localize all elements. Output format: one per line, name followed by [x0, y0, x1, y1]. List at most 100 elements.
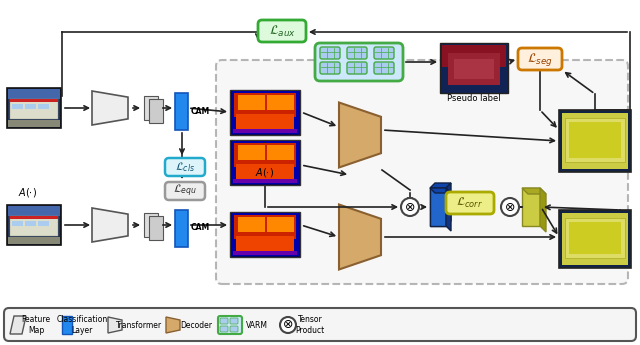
- Text: CAM: CAM: [191, 107, 211, 116]
- Text: Tensor
Product: Tensor Product: [296, 315, 324, 335]
- Bar: [38, 221, 49, 226]
- Text: $\otimes$: $\otimes$: [504, 200, 516, 214]
- Polygon shape: [92, 208, 128, 242]
- Polygon shape: [540, 188, 546, 232]
- Bar: [230, 212, 300, 257]
- Bar: [231, 141, 299, 184]
- FancyBboxPatch shape: [230, 326, 238, 332]
- FancyBboxPatch shape: [446, 192, 494, 214]
- Text: $A(\cdot)$: $A(\cdot)$: [19, 186, 38, 198]
- Polygon shape: [166, 317, 180, 333]
- Bar: [25, 221, 36, 226]
- Polygon shape: [522, 188, 546, 194]
- Circle shape: [280, 317, 296, 333]
- Text: Classification
Layer: Classification Layer: [56, 315, 108, 335]
- FancyBboxPatch shape: [320, 62, 340, 74]
- Bar: [430, 188, 446, 226]
- Bar: [430, 188, 446, 226]
- Bar: [7, 205, 61, 245]
- Bar: [267, 95, 294, 110]
- Bar: [565, 218, 625, 258]
- Polygon shape: [339, 102, 381, 168]
- Text: $\mathcal{L}_{aux}$: $\mathcal{L}_{aux}$: [269, 23, 296, 39]
- Text: $\mathcal{L}_{equ}$: $\mathcal{L}_{equ}$: [173, 183, 197, 199]
- Bar: [8, 120, 60, 127]
- Bar: [230, 90, 300, 135]
- Polygon shape: [446, 183, 451, 226]
- Bar: [231, 213, 299, 256]
- Polygon shape: [10, 316, 26, 334]
- FancyBboxPatch shape: [230, 318, 238, 324]
- Bar: [236, 236, 294, 251]
- FancyBboxPatch shape: [258, 20, 306, 42]
- Bar: [234, 143, 296, 167]
- Text: $A(\cdot)$: $A(\cdot)$: [255, 166, 275, 178]
- Bar: [454, 59, 494, 79]
- FancyBboxPatch shape: [4, 308, 636, 341]
- Bar: [8, 89, 60, 99]
- FancyBboxPatch shape: [165, 182, 205, 200]
- FancyBboxPatch shape: [315, 43, 403, 81]
- FancyBboxPatch shape: [220, 326, 228, 332]
- Bar: [442, 45, 506, 67]
- Text: Transformer: Transformer: [116, 321, 162, 329]
- Bar: [231, 91, 299, 134]
- Bar: [8, 237, 60, 244]
- Bar: [234, 93, 296, 117]
- FancyBboxPatch shape: [347, 47, 367, 59]
- Text: $\otimes$: $\otimes$: [282, 318, 294, 332]
- FancyBboxPatch shape: [518, 48, 562, 70]
- Polygon shape: [430, 188, 451, 193]
- Text: VARM: VARM: [246, 321, 268, 329]
- Bar: [10, 216, 58, 219]
- Bar: [25, 104, 36, 109]
- Bar: [565, 118, 625, 162]
- FancyBboxPatch shape: [216, 60, 628, 284]
- Bar: [267, 217, 294, 232]
- FancyBboxPatch shape: [374, 62, 394, 74]
- Bar: [233, 251, 297, 255]
- Bar: [448, 53, 500, 85]
- Polygon shape: [144, 213, 158, 237]
- Bar: [10, 99, 58, 102]
- Text: $\otimes$: $\otimes$: [404, 200, 415, 214]
- Bar: [10, 99, 58, 119]
- Polygon shape: [108, 317, 122, 333]
- Polygon shape: [144, 96, 158, 120]
- Bar: [175, 210, 188, 247]
- Bar: [238, 217, 265, 232]
- FancyBboxPatch shape: [374, 47, 394, 59]
- Bar: [8, 206, 60, 216]
- Bar: [238, 145, 265, 160]
- Bar: [236, 164, 294, 179]
- Bar: [234, 215, 296, 239]
- Bar: [559, 210, 631, 268]
- Circle shape: [401, 198, 419, 216]
- Bar: [569, 122, 621, 158]
- Bar: [522, 188, 540, 226]
- Bar: [238, 95, 265, 110]
- FancyBboxPatch shape: [347, 62, 367, 74]
- Bar: [7, 88, 61, 128]
- Bar: [562, 213, 628, 265]
- Text: CAM: CAM: [191, 224, 211, 233]
- Text: $\mathcal{L}_{seg}$: $\mathcal{L}_{seg}$: [527, 50, 553, 68]
- Bar: [569, 222, 621, 254]
- Bar: [236, 114, 294, 129]
- Bar: [559, 110, 631, 172]
- Text: Feature
Map: Feature Map: [21, 315, 51, 335]
- Bar: [12, 104, 23, 109]
- FancyBboxPatch shape: [165, 158, 205, 176]
- Polygon shape: [430, 183, 451, 188]
- FancyBboxPatch shape: [320, 47, 340, 59]
- Bar: [10, 216, 58, 236]
- Polygon shape: [446, 188, 451, 231]
- Bar: [562, 113, 628, 169]
- Bar: [12, 221, 23, 226]
- FancyBboxPatch shape: [220, 318, 228, 324]
- Polygon shape: [92, 91, 128, 125]
- Bar: [267, 145, 294, 160]
- Polygon shape: [339, 205, 381, 269]
- Text: $\mathcal{L}_{corr}$: $\mathcal{L}_{corr}$: [456, 196, 483, 210]
- FancyBboxPatch shape: [218, 316, 242, 334]
